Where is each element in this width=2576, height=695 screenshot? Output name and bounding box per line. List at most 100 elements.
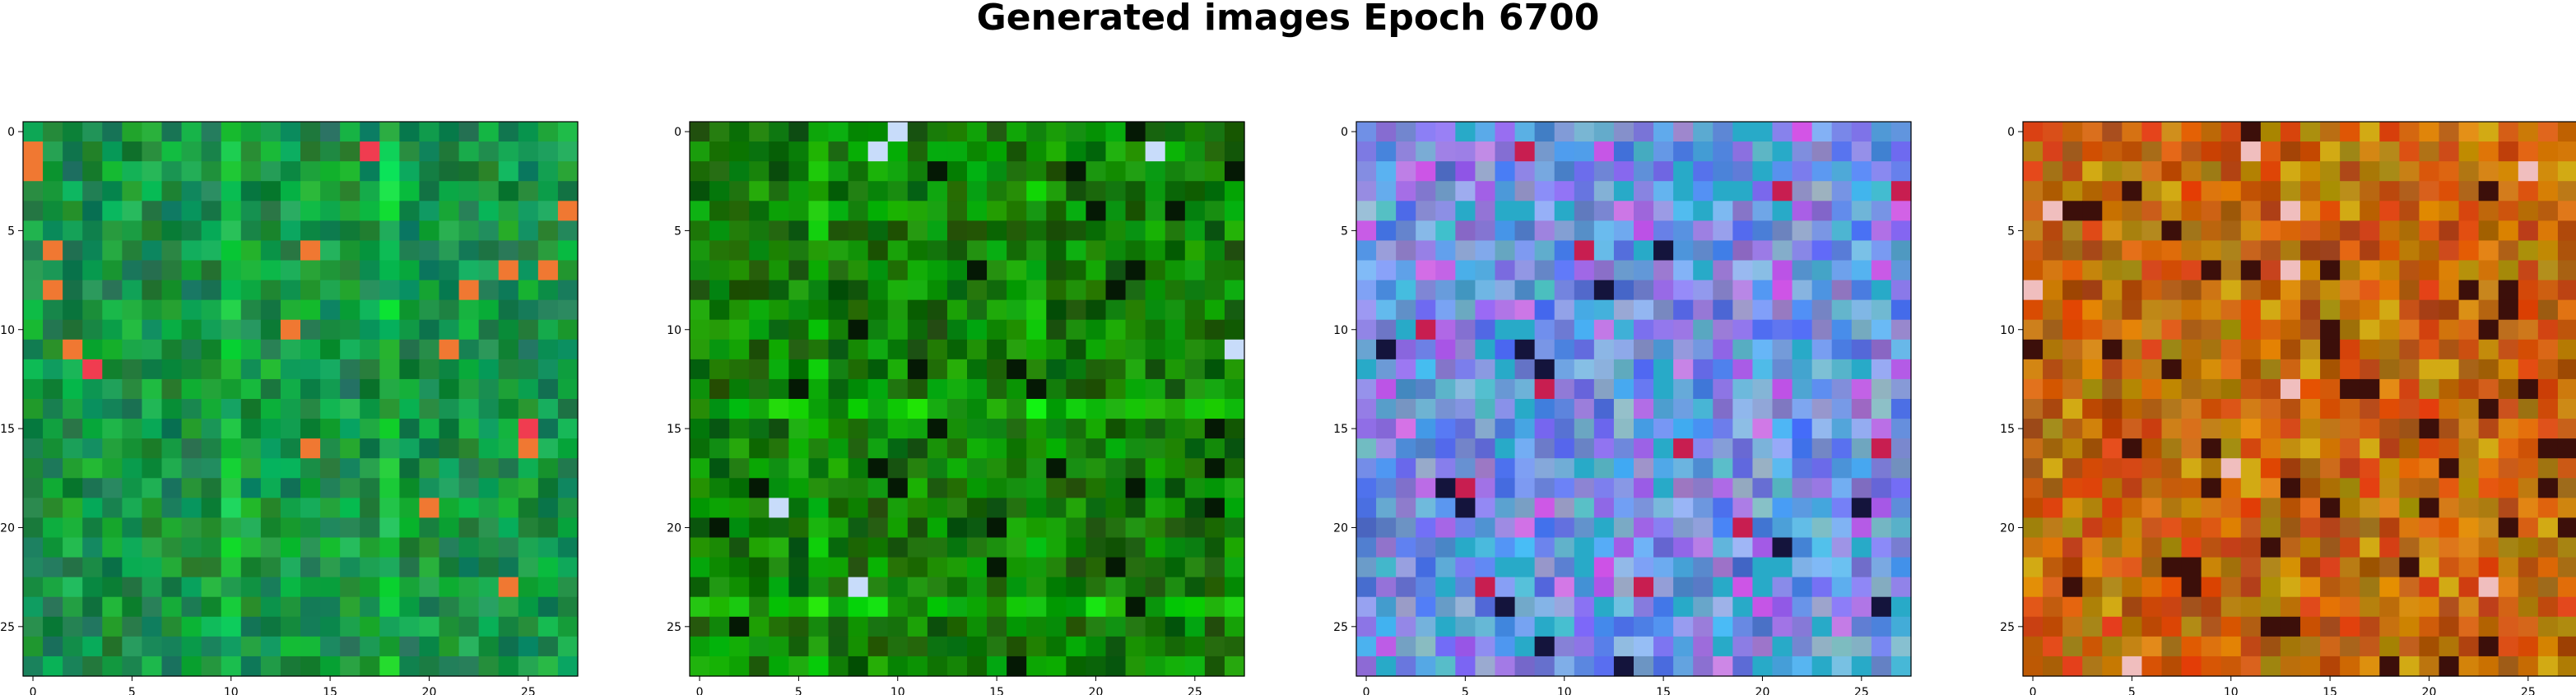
pixel-cell <box>709 419 730 439</box>
pixel-cell <box>1125 399 1146 419</box>
pixel-cell <box>2557 517 2576 539</box>
pixel-cell <box>1475 557 1496 578</box>
pixel-cell <box>987 319 1007 341</box>
pixel-cell <box>808 656 830 677</box>
pixel-cell <box>63 161 83 182</box>
pixel-cell <box>1376 517 1397 539</box>
pixel-cell <box>102 478 123 498</box>
pixel-cell <box>749 517 770 539</box>
pixel-cell <box>1772 280 1793 301</box>
pixel-cell <box>828 438 849 459</box>
pixel-cell <box>946 201 968 221</box>
pixel-cell <box>2478 498 2499 519</box>
pixel-cell <box>478 339 500 360</box>
pixel-cell <box>1593 596 1615 618</box>
pixel-cell <box>537 636 559 657</box>
pixel-cell <box>161 161 183 182</box>
pixel-cell <box>2439 201 2460 221</box>
pixel-cell <box>788 517 810 539</box>
pixel-cell <box>1416 656 1436 677</box>
pixel-cell <box>2023 636 2044 657</box>
pixel-cell <box>1184 557 1206 578</box>
pixel-cell <box>729 656 750 677</box>
pixel-cell <box>848 201 869 221</box>
pixel-cell <box>2280 141 2301 162</box>
pixel-cell <box>1653 577 1674 598</box>
pixel-cell <box>1435 122 1456 142</box>
pixel-cell <box>43 616 63 637</box>
pixel-cell <box>907 596 928 618</box>
pixel-cell <box>2340 161 2360 182</box>
pixel-cell <box>1145 438 1166 459</box>
pixel-cell <box>63 656 83 677</box>
pixel-cell <box>887 359 909 380</box>
pixel-cell <box>2181 220 2202 242</box>
axes-frame <box>22 121 579 677</box>
pixel-cell <box>2419 359 2440 380</box>
pixel-cell <box>2478 636 2499 657</box>
pixel-cell <box>2379 517 2400 539</box>
pixel-cell <box>1634 399 1654 419</box>
pixel-cell <box>63 240 83 262</box>
pixel-cell <box>1435 557 1456 578</box>
pixel-cell <box>82 181 103 202</box>
x-tick-label: 10 <box>224 686 239 695</box>
pixel-cell <box>1831 122 1853 142</box>
pixel-cell <box>1416 122 1436 142</box>
pixel-cell <box>1026 438 1047 459</box>
x-tick-label: 20 <box>1089 686 1104 695</box>
pixel-cell <box>1026 161 1047 182</box>
pixel-cell <box>987 399 1007 419</box>
pixel-cell <box>63 181 83 202</box>
pixel-cell <box>729 280 750 301</box>
pixel-cell <box>1673 636 1694 657</box>
pixel-cell <box>1890 181 1912 202</box>
pixel-cell <box>729 419 750 439</box>
pixel-cell <box>2240 220 2262 242</box>
pixel-cell <box>2062 478 2083 498</box>
pixel-cell <box>2062 656 2083 677</box>
pixel-cell <box>1455 299 1476 321</box>
pixel-cell <box>181 201 202 221</box>
pixel-cell <box>867 438 889 459</box>
pixel-cell <box>340 181 360 202</box>
pixel-cell <box>1851 419 1872 439</box>
pixel-cell <box>2379 596 2400 618</box>
pixel-cell <box>320 478 341 498</box>
pixel-cell <box>2399 517 2420 539</box>
pixel-cell <box>518 616 539 637</box>
pixel-cell <box>1811 517 1833 539</box>
pixel-cell <box>2478 517 2499 539</box>
pixel-cell <box>1554 240 1575 262</box>
pixel-cell <box>2340 201 2360 221</box>
pixel-cell <box>1125 122 1146 142</box>
pixel-cell <box>2300 636 2321 657</box>
pixel-cell <box>280 378 301 400</box>
pixel-cell <box>1693 656 1713 677</box>
pixel-cell <box>867 161 889 182</box>
pixel-cell <box>709 359 730 380</box>
pixel-cell <box>1475 181 1496 202</box>
pixel-cell <box>1693 438 1713 459</box>
pixel-cell <box>439 498 460 519</box>
pixel-cell <box>867 419 889 439</box>
pixel-cell <box>340 419 360 439</box>
pixel-cell <box>2379 557 2400 578</box>
pixel-cell <box>808 458 830 479</box>
pixel-cell <box>1105 181 1127 202</box>
pixel-cell <box>769 478 789 498</box>
pixel-cell <box>1554 656 1575 677</box>
pixel-cell <box>2537 419 2559 439</box>
pixel-cell <box>161 656 183 677</box>
pixel-cell <box>320 299 341 321</box>
pixel-cell <box>2260 616 2281 637</box>
pixel-cell <box>1046 201 1067 221</box>
pixel-cell <box>769 636 789 657</box>
pixel-cell <box>360 122 380 142</box>
pixel-cell <box>1871 201 1892 221</box>
pixel-cell <box>1772 201 1793 221</box>
pixel-cell <box>1890 577 1912 598</box>
pixel-cell <box>1416 537 1436 558</box>
pixel-cell <box>557 280 579 301</box>
pixel-cell <box>2122 419 2143 439</box>
